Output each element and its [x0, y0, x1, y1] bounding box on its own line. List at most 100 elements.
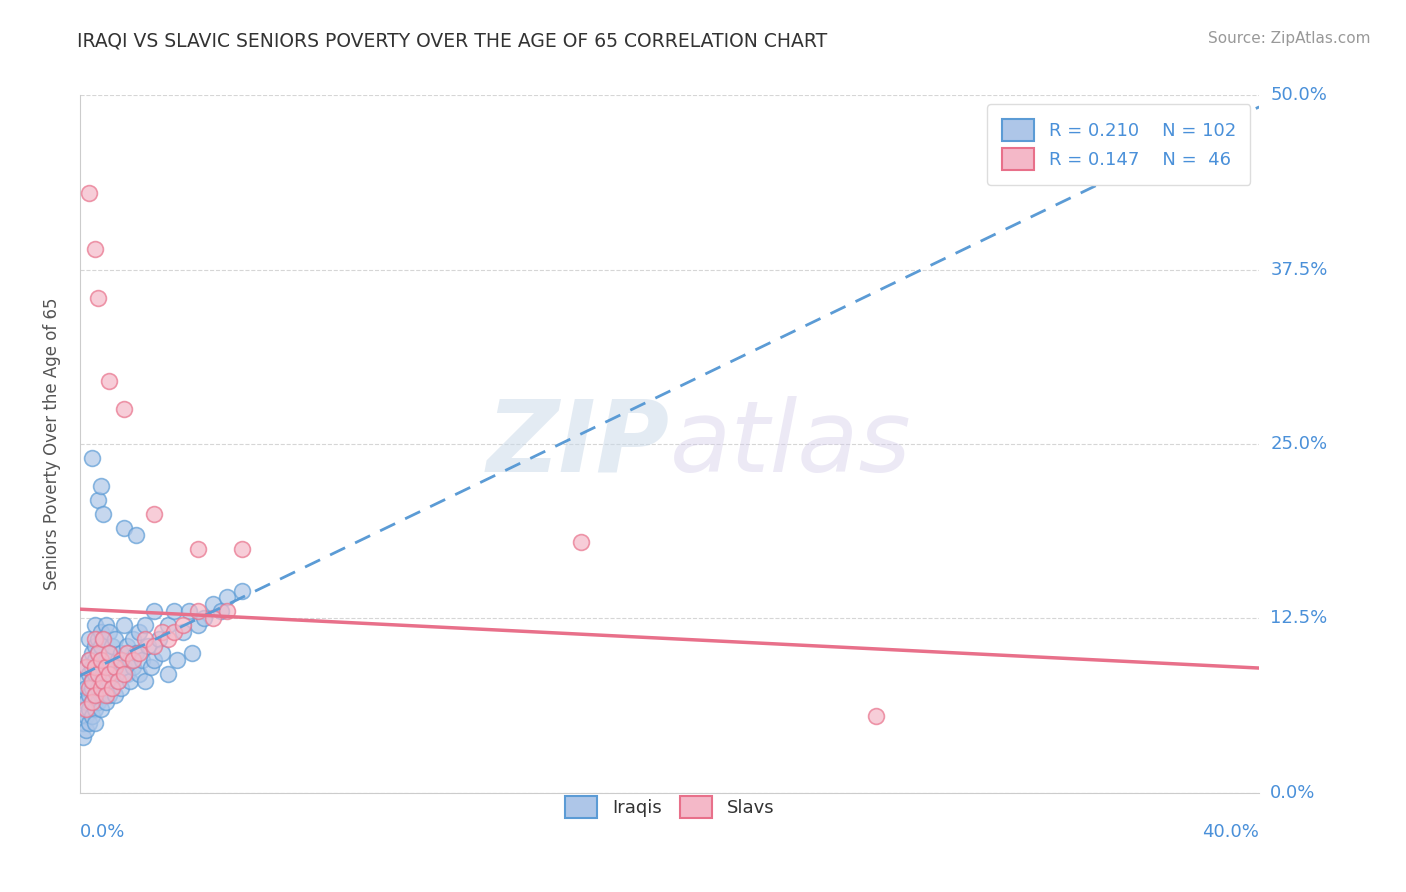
Point — [77, 667, 100, 681]
Point — [93, 632, 115, 647]
Text: 12.5%: 12.5% — [1271, 609, 1327, 627]
Point — [77, 681, 100, 695]
Point — [77, 632, 100, 647]
Point — [157, 667, 180, 681]
Point — [72, 716, 94, 731]
Point — [98, 646, 121, 660]
Point — [134, 632, 156, 647]
Y-axis label: Seniors Poverty Over the Age of 65: Seniors Poverty Over the Age of 65 — [44, 298, 60, 591]
Point — [80, 695, 103, 709]
Point — [93, 507, 115, 521]
Text: 50.0%: 50.0% — [1271, 87, 1327, 104]
Point — [80, 660, 103, 674]
Point — [115, 646, 138, 660]
Point — [107, 674, 129, 689]
Point — [80, 450, 103, 465]
Point — [77, 702, 100, 716]
Point — [80, 674, 103, 689]
Point — [142, 507, 165, 521]
Point — [152, 625, 174, 640]
Point — [75, 695, 97, 709]
Point — [118, 653, 141, 667]
Point — [72, 730, 94, 744]
Point — [86, 632, 108, 647]
Point — [75, 674, 97, 689]
Point — [89, 688, 111, 702]
Point — [172, 625, 194, 640]
Point — [217, 604, 239, 618]
Point — [110, 646, 132, 660]
Point — [83, 688, 105, 702]
Point — [128, 667, 150, 681]
Point — [98, 688, 121, 702]
Point — [142, 604, 165, 618]
Point — [101, 681, 124, 695]
Point — [193, 611, 215, 625]
Point — [122, 653, 145, 667]
Point — [128, 625, 150, 640]
Point — [157, 618, 180, 632]
Point — [187, 604, 209, 618]
Point — [80, 709, 103, 723]
Point — [89, 653, 111, 667]
Point — [93, 660, 115, 674]
Point — [201, 611, 224, 625]
Point — [80, 681, 103, 695]
Point — [77, 186, 100, 200]
Point — [93, 674, 115, 689]
Point — [569, 534, 592, 549]
Point — [148, 632, 170, 647]
Point — [75, 660, 97, 674]
Point — [98, 625, 121, 640]
Point — [96, 695, 118, 709]
Point — [163, 625, 186, 640]
Text: 0.0%: 0.0% — [80, 823, 125, 841]
Point — [98, 660, 121, 674]
Point — [89, 625, 111, 640]
Text: 0.0%: 0.0% — [1271, 784, 1316, 802]
Text: atlas: atlas — [669, 395, 911, 492]
Point — [166, 653, 188, 667]
Point — [83, 688, 105, 702]
Point — [89, 674, 111, 689]
Point — [77, 688, 100, 702]
Point — [86, 681, 108, 695]
Point — [110, 681, 132, 695]
Point — [89, 702, 111, 716]
Point — [107, 674, 129, 689]
Point — [96, 688, 118, 702]
Point — [122, 632, 145, 647]
Point — [187, 541, 209, 556]
Point — [125, 527, 148, 541]
Text: Source: ZipAtlas.com: Source: ZipAtlas.com — [1208, 31, 1371, 46]
Point — [93, 688, 115, 702]
Point — [112, 521, 135, 535]
Point — [104, 660, 127, 674]
Point — [86, 646, 108, 660]
Point — [75, 723, 97, 737]
Point — [83, 653, 105, 667]
Text: IRAQI VS SLAVIC SENIORS POVERTY OVER THE AGE OF 65 CORRELATION CHART: IRAQI VS SLAVIC SENIORS POVERTY OVER THE… — [77, 31, 828, 50]
Point — [112, 402, 135, 417]
Point — [134, 674, 156, 689]
Point — [131, 653, 153, 667]
Point — [98, 374, 121, 388]
Point — [107, 653, 129, 667]
Point — [83, 716, 105, 731]
Point — [142, 640, 165, 654]
Point — [112, 667, 135, 681]
Point — [187, 618, 209, 632]
Point — [104, 688, 127, 702]
Point — [128, 646, 150, 660]
Point — [231, 541, 253, 556]
Point — [83, 660, 105, 674]
Point — [172, 618, 194, 632]
Point — [152, 646, 174, 660]
Point — [86, 660, 108, 674]
Point — [136, 640, 159, 654]
Point — [177, 604, 200, 618]
Point — [209, 604, 232, 618]
Point — [98, 646, 121, 660]
Point — [83, 242, 105, 256]
Point — [77, 653, 100, 667]
